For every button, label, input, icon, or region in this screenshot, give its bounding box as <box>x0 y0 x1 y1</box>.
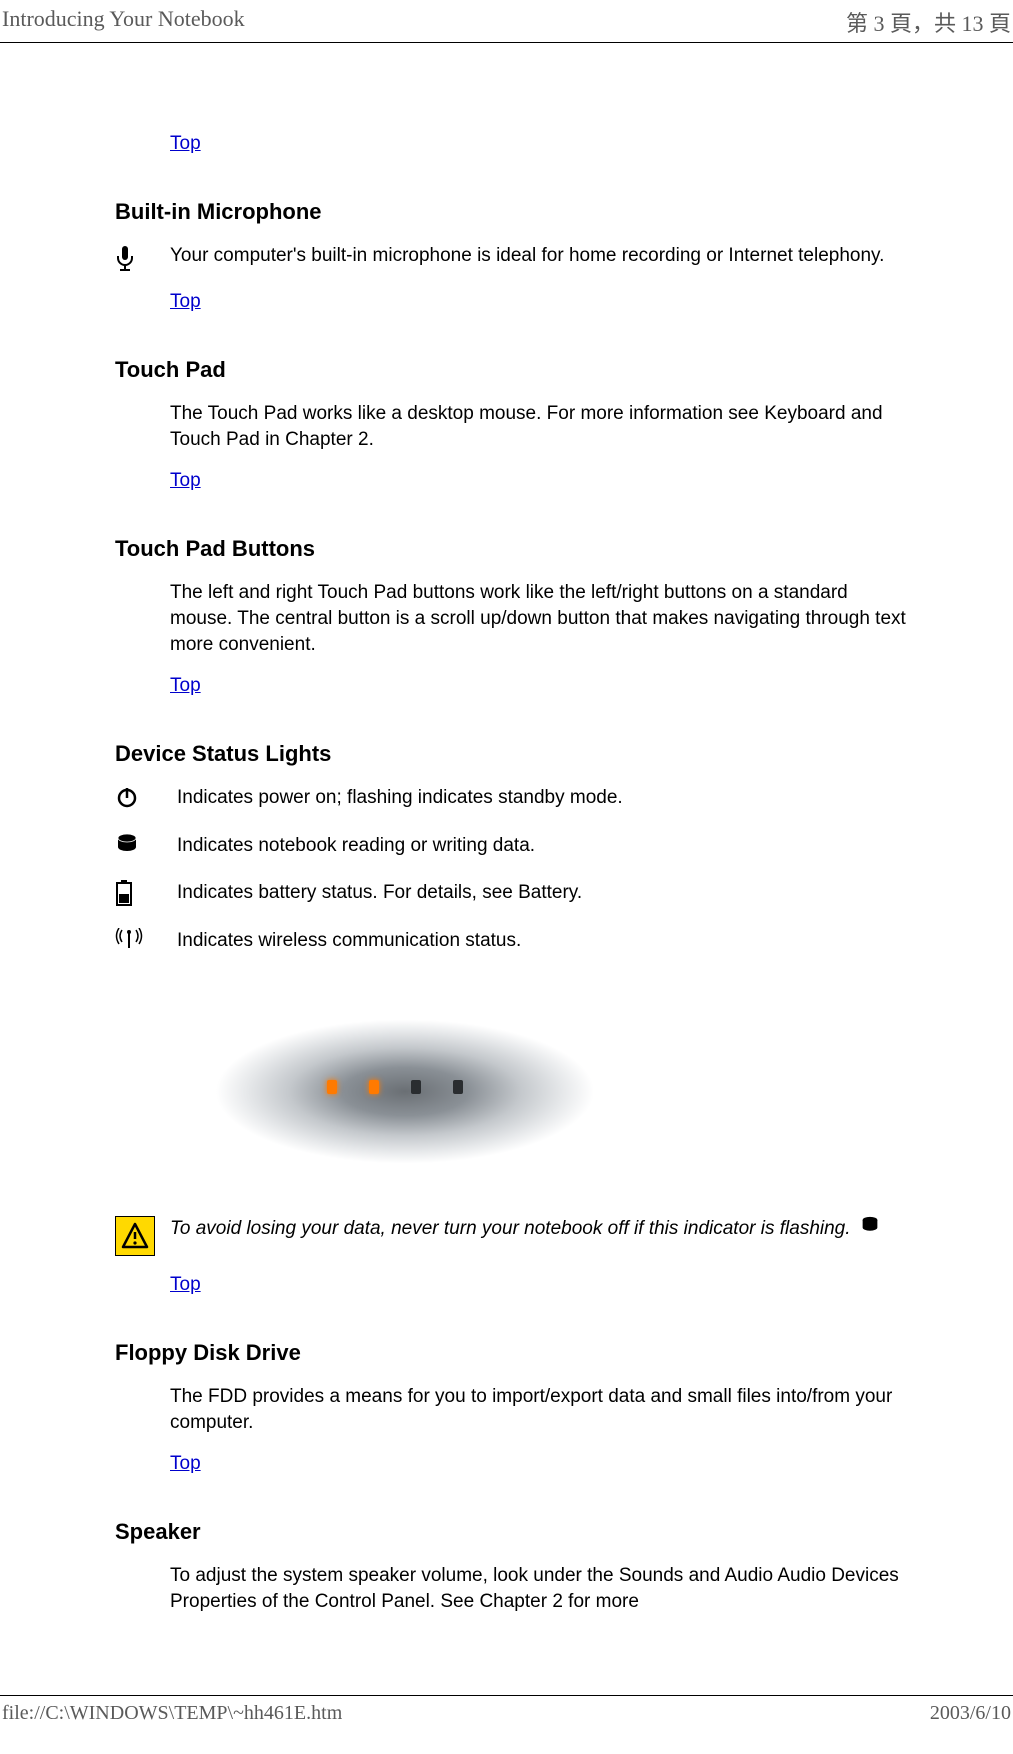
section-heading-microphone: Built-in Microphone <box>115 199 913 225</box>
section-heading-status-lights: Device Status Lights <box>115 741 913 767</box>
header-page-count: 第 3 頁，共 13 頁 <box>846 6 1011 38</box>
status-power-text: Indicates power on; flashing indicates s… <box>177 785 623 811</box>
page-footer: file://C:\WINDOWS\TEMP\~hh461E.htm 2003/… <box>0 1695 1013 1725</box>
wireless-icon <box>115 928 143 950</box>
warning-text: To avoid losing your data, never turn yo… <box>170 1216 880 1242</box>
microphone-icon <box>115 245 135 273</box>
top-link[interactable]: Top <box>170 133 201 155</box>
status-disk-text: Indicates notebook reading or writing da… <box>177 833 535 859</box>
section-heading-fdd: Floppy Disk Drive <box>115 1340 913 1366</box>
disk-icon <box>115 833 139 855</box>
status-battery-text: Indicates battery status. For details, s… <box>177 880 582 906</box>
power-icon <box>115 785 139 809</box>
battery-icon <box>115 880 133 906</box>
header-title: Introducing Your Notebook <box>2 6 245 38</box>
top-link[interactable]: Top <box>170 1453 201 1475</box>
footer-path: file://C:\WINDOWS\TEMP\~hh461E.htm <box>2 1702 342 1725</box>
microphone-description: Your computer's built-in microphone is i… <box>170 243 884 269</box>
document-body: Top Built-in Microphone Your computer's … <box>115 133 913 1615</box>
status-lights-photo <box>165 976 913 1186</box>
top-link[interactable]: Top <box>170 470 201 492</box>
page-header: Introducing Your Notebook 第 3 頁，共 13 頁 <box>0 0 1013 43</box>
top-link[interactable]: Top <box>170 291 201 313</box>
section-heading-touchpad: Touch Pad <box>115 357 913 383</box>
touchpad-buttons-description: The left and right Touch Pad buttons wor… <box>170 580 913 657</box>
section-heading-touchpad-buttons: Touch Pad Buttons <box>115 536 913 562</box>
speaker-description: To adjust the system speaker volume, loo… <box>170 1563 913 1614</box>
status-wireless-text: Indicates wireless communication status. <box>177 928 521 954</box>
warning-icon <box>115 1216 155 1256</box>
footer-date: 2003/6/10 <box>930 1702 1011 1725</box>
top-link[interactable]: Top <box>170 1274 201 1296</box>
disk-icon <box>860 1216 880 1234</box>
fdd-description: The FDD provides a means for you to impo… <box>170 1384 913 1435</box>
top-link[interactable]: Top <box>170 675 201 697</box>
section-heading-speaker: Speaker <box>115 1519 913 1545</box>
touchpad-description: The Touch Pad works like a desktop mouse… <box>170 401 913 452</box>
